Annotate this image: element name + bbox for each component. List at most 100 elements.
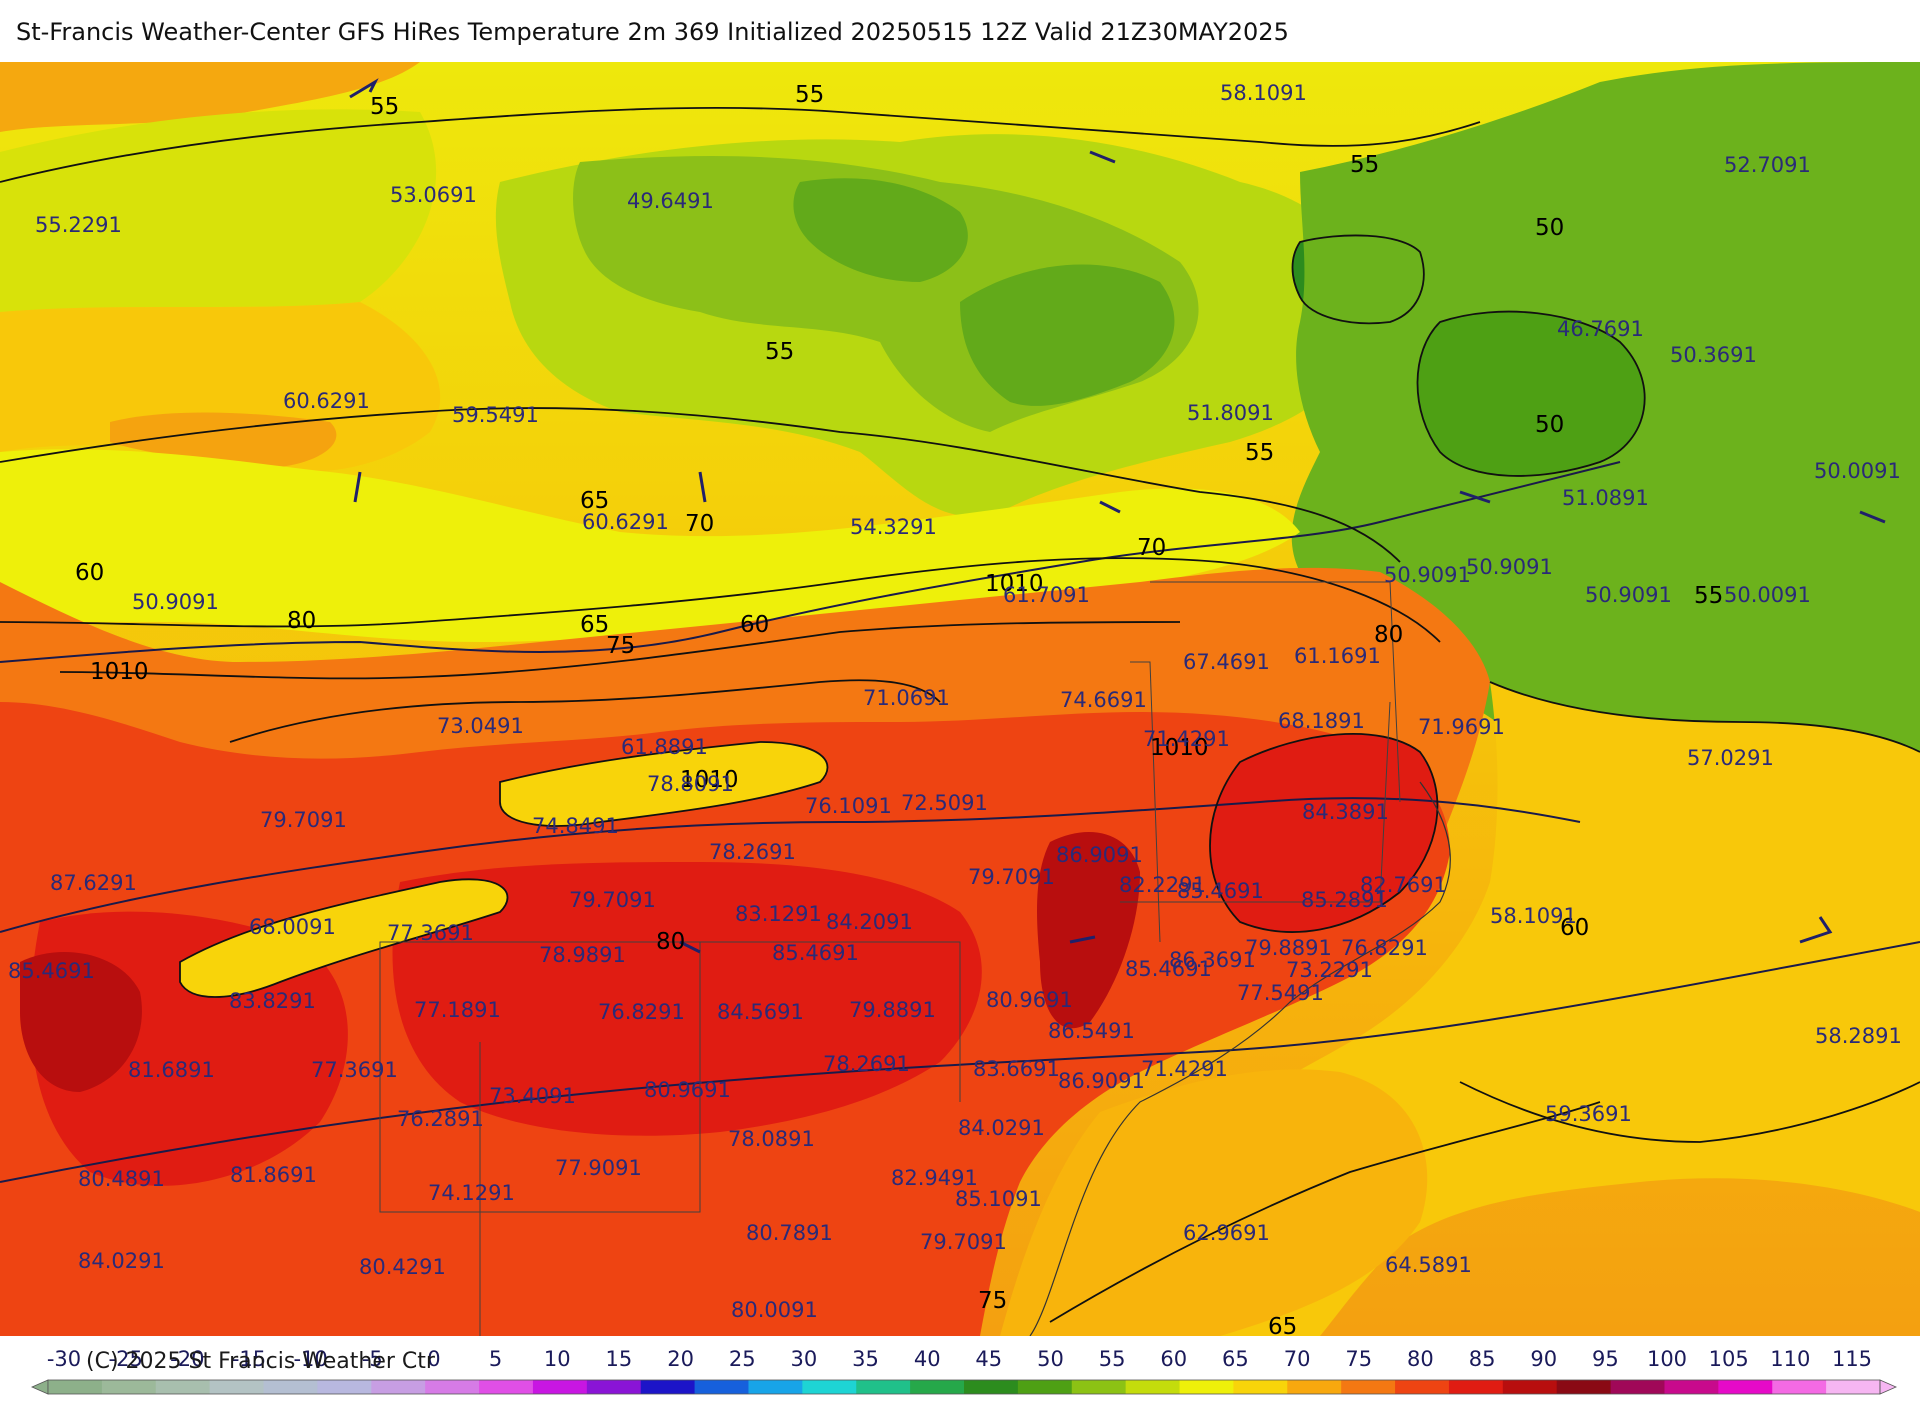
point-value: 80.4891 xyxy=(78,1167,165,1191)
lake-cool-strip xyxy=(180,879,508,997)
isotherm-label: 50 xyxy=(1535,412,1564,438)
legend-tick-label: 10 xyxy=(544,1347,571,1371)
ocean-warm-zone xyxy=(1000,1069,1428,1336)
legend-tick-label: 90 xyxy=(1530,1347,1557,1371)
point-value: 77.3691 xyxy=(387,921,474,945)
point-value: 78.8091 xyxy=(647,772,734,796)
isotherm-lines xyxy=(0,106,1920,1323)
coastline xyxy=(1029,781,1451,1336)
legend-swatch xyxy=(101,1380,157,1394)
isotherm-label: 65 xyxy=(580,612,609,638)
point-value: 77.9091 xyxy=(555,1156,642,1180)
legend-swatch xyxy=(209,1380,265,1394)
point-value: 58.2891 xyxy=(1815,1024,1902,1048)
point-value: 80.4291 xyxy=(359,1255,446,1279)
point-value: 79.7091 xyxy=(569,888,656,912)
point-value: 81.6891 xyxy=(128,1058,215,1082)
point-value: 76.1091 xyxy=(805,794,892,818)
point-value: 74.8491 xyxy=(532,814,619,838)
point-value: 68.1891 xyxy=(1278,709,1365,733)
isotherm-label: 70 xyxy=(1137,535,1166,561)
isotherm-label: 80 xyxy=(656,929,685,955)
legend-swatch xyxy=(1395,1380,1450,1394)
legend-swatch xyxy=(586,1380,642,1394)
point-value: 81.8691 xyxy=(230,1163,317,1187)
legend-swatch xyxy=(263,1380,318,1394)
transition-band xyxy=(0,449,1300,642)
legend-tick-label: 80 xyxy=(1407,1347,1434,1371)
point-value: 64.5891 xyxy=(1385,1253,1472,1277)
map-title: St-Francis Weather-Center GFS HiRes Temp… xyxy=(16,18,1289,46)
legend-tick-label: 115 xyxy=(1832,1347,1872,1371)
legend-swatch xyxy=(48,1380,103,1394)
point-value: 79.7091 xyxy=(260,808,347,832)
legend-tick-label: 75 xyxy=(1345,1347,1372,1371)
legend-tick-label: -15 xyxy=(232,1347,266,1371)
legend-swatch xyxy=(1125,1380,1181,1394)
legend-outline xyxy=(47,1379,1881,1395)
legend-tick-label: 50 xyxy=(1037,1347,1064,1371)
isobar-label: 1010 xyxy=(680,767,739,793)
isotherm-label: 55 xyxy=(1350,152,1379,178)
point-value: 85.4691 xyxy=(1177,879,1264,903)
legend-tick-label: 5 xyxy=(489,1347,502,1371)
cool-zone-upper-left xyxy=(0,109,437,312)
point-value: 84.0291 xyxy=(958,1116,1045,1140)
point-value: 50.3691 xyxy=(1670,343,1757,367)
point-value: 80.0091 xyxy=(731,1298,818,1322)
point-value: 86.9091 xyxy=(1056,843,1143,867)
legend-swatch xyxy=(1772,1380,1827,1394)
legend-tick-label: 100 xyxy=(1647,1347,1687,1371)
point-value: 77.1891 xyxy=(414,998,501,1022)
point-value: 76.8291 xyxy=(1341,936,1428,960)
lake-cool-strip-east xyxy=(500,742,828,826)
legend-tick-labels: -30 -25 -20 -15 -10 -5 0 5 10 15 20 25 30 35 40 45 50 55 6… xyxy=(47,1347,1872,1371)
point-value: 68.0091 xyxy=(249,915,336,939)
legend-tick-label: 20 xyxy=(667,1347,694,1371)
legend-tick-label: 70 xyxy=(1284,1347,1311,1371)
point-value: 86.5491 xyxy=(1048,1019,1135,1043)
point-value: 50.9091 xyxy=(1585,583,1672,607)
point-value: 59.5491 xyxy=(452,403,539,427)
point-value: 55.2291 xyxy=(35,213,122,237)
legend-swatch xyxy=(1179,1380,1234,1394)
state-borders xyxy=(379,581,1401,1336)
legend-tick-label: -20 xyxy=(170,1347,204,1371)
legend-tick-label: 60 xyxy=(1160,1347,1187,1371)
color-scale-legend: -30 -25 -20 -15 -10 -5 0 5 10 15 20 25 30 35 40 45 50 55 6… xyxy=(0,1336,1920,1400)
isobar-lines xyxy=(0,461,1920,1183)
point-value: 61.7091 xyxy=(1003,583,1090,607)
hot-core-central xyxy=(392,862,982,1136)
point-value: 80.7891 xyxy=(746,1221,833,1245)
point-value: 79.7091 xyxy=(920,1230,1007,1254)
point-value: 61.1691 xyxy=(1294,644,1381,668)
point-value: 76.2891 xyxy=(397,1107,484,1131)
legend-tick-label: 95 xyxy=(1592,1347,1619,1371)
legend-swatch xyxy=(425,1380,480,1394)
legend-swatch xyxy=(694,1380,749,1394)
legend-arrow-left xyxy=(31,1379,49,1395)
point-value: 73.2291 xyxy=(1286,958,1373,982)
isotherm-label: 55 xyxy=(765,339,794,365)
warm-band-north xyxy=(0,62,420,132)
cold-core-northeast xyxy=(1417,311,1645,476)
legend-tick-label: -10 xyxy=(293,1347,327,1371)
point-value: 50.0091 xyxy=(1724,583,1811,607)
point-value: 50.9091 xyxy=(1466,555,1553,579)
isotherm-label: 75 xyxy=(606,633,635,659)
legend-tick-label: 25 xyxy=(729,1347,756,1371)
point-value: 54.3291 xyxy=(850,515,937,539)
legend-swatch xyxy=(1664,1380,1719,1394)
point-value: 79.8891 xyxy=(1245,936,1332,960)
point-value: 50.0091 xyxy=(1814,459,1901,483)
point-value: 73.4091 xyxy=(489,1084,576,1108)
isotherm-label: 80 xyxy=(1374,622,1403,648)
point-value: 51.8091 xyxy=(1187,401,1274,425)
legend-tick-label: 65 xyxy=(1222,1347,1249,1371)
isotherm-label: 60 xyxy=(1560,915,1589,941)
cool-region-inner-2 xyxy=(960,264,1175,406)
point-value: 85.2891 xyxy=(1301,888,1388,912)
point-value: 49.6491 xyxy=(627,189,714,213)
point-value: 50.9091 xyxy=(1384,563,1471,587)
legend-color-bar xyxy=(31,1379,1897,1395)
